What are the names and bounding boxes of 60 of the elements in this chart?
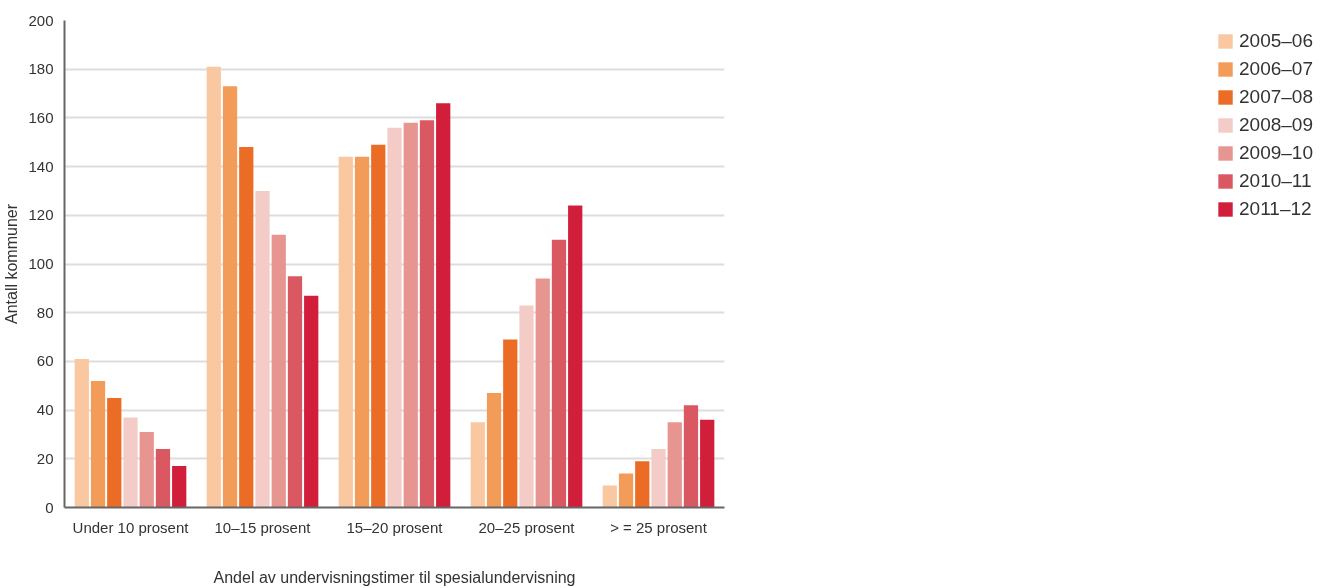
bar xyxy=(387,127,402,508)
bar xyxy=(535,278,550,508)
bar xyxy=(651,449,666,508)
bar xyxy=(107,397,122,508)
y-tick-label: 100 xyxy=(28,255,54,272)
bar xyxy=(304,295,319,508)
bar xyxy=(568,205,583,508)
bar xyxy=(700,419,715,508)
legend-label: 2009–10 xyxy=(1239,142,1313,164)
bar xyxy=(255,190,270,508)
bar xyxy=(74,358,89,508)
legend-label: 2007–08 xyxy=(1239,86,1313,108)
bar xyxy=(206,66,221,508)
bar xyxy=(222,86,238,508)
bar xyxy=(551,239,567,508)
y-tick-label: 180 xyxy=(28,60,54,78)
legend-label: 2011–12 xyxy=(1239,198,1312,220)
bar xyxy=(667,422,682,508)
bar xyxy=(123,417,138,508)
x-tick-label: 10–15 prosent xyxy=(214,518,312,536)
bar xyxy=(470,422,485,508)
bar xyxy=(635,461,650,508)
bar xyxy=(90,380,106,508)
bar xyxy=(354,156,370,508)
bar xyxy=(172,466,187,508)
y-tick-label: 140 xyxy=(28,157,54,175)
bar xyxy=(239,147,254,508)
bar xyxy=(618,473,634,508)
x-tick-label: 15–20 prosent xyxy=(346,518,444,536)
y-tick-label: 60 xyxy=(36,352,54,370)
x-tick-label: > = 25 prosent xyxy=(610,518,708,536)
bar xyxy=(436,103,451,508)
y-tick-label: 200 xyxy=(28,11,54,29)
bar xyxy=(503,339,518,508)
legend-label: 2008–09 xyxy=(1239,114,1313,136)
x-axis-title: Andel av undervisningstimer til spesialundervisning xyxy=(213,568,576,586)
legend-label: 2006–07 xyxy=(1239,58,1313,80)
y-tick-label: 0 xyxy=(45,498,54,516)
bar xyxy=(271,234,286,508)
bar xyxy=(155,449,171,508)
bar xyxy=(602,485,617,508)
legend-label: 2010–11 xyxy=(1239,170,1312,192)
bar xyxy=(519,305,534,508)
bar xyxy=(287,276,303,508)
bar xyxy=(338,156,353,508)
bar xyxy=(403,122,418,508)
bar xyxy=(419,120,435,508)
legend-label: 2005–06 xyxy=(1239,30,1313,52)
bar xyxy=(683,405,699,508)
y-tick-label: 80 xyxy=(36,303,54,321)
y-tick-label: 40 xyxy=(36,401,54,419)
bar xyxy=(486,393,502,508)
bar xyxy=(139,432,154,508)
y-tick-label: 20 xyxy=(36,449,54,467)
y-axis-title: Antall kommuner xyxy=(3,203,21,325)
y-tick-label: 160 xyxy=(28,108,54,126)
x-tick-label: Under 10 prosent xyxy=(72,518,190,536)
x-tick-label: 20–25 prosent xyxy=(478,518,576,536)
y-tick-label: 120 xyxy=(28,206,54,224)
bar xyxy=(371,144,386,508)
